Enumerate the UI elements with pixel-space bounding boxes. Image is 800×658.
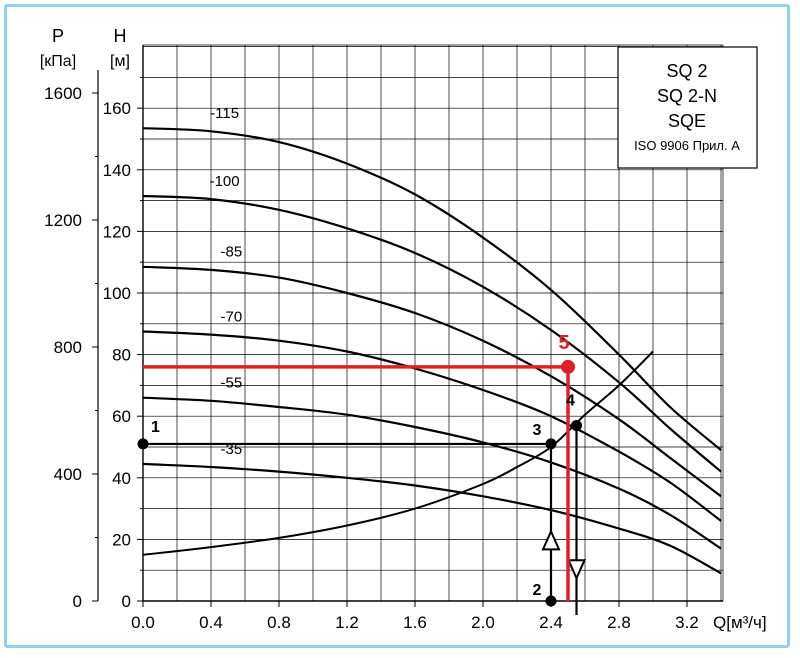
x-tick-label: 0.0	[131, 613, 155, 632]
legend-line-2: SQ 2-N	[657, 86, 717, 106]
pressure-tick-label: 800	[54, 338, 82, 357]
legend-note: ISO 9906 Прил. А	[634, 138, 740, 153]
point-4-label: 4	[566, 392, 575, 409]
grid	[97, 44, 724, 602]
pressure-tick-label: 400	[54, 465, 82, 484]
legend-line-1: SQ 2	[666, 61, 707, 81]
pump-curve-minus-70	[142, 330, 722, 522]
pressure-axis-unit: [кПа]	[40, 53, 76, 70]
point-2-marker	[545, 595, 557, 607]
point-1-marker	[137, 438, 149, 450]
x-tick-label: 2.4	[539, 613, 563, 632]
point-4-marker	[571, 419, 582, 431]
pump-curves: -115 -100 -85 -70 -55 -35	[142, 105, 722, 575]
x-tick-label: 2.8	[607, 613, 631, 632]
point-3-marker	[545, 438, 557, 450]
pump-curve-minus-115	[142, 127, 722, 451]
pressure-axis-title: P	[52, 26, 64, 46]
pump-curve-minus-55	[142, 396, 722, 550]
pump-curve-minus-35	[142, 462, 722, 575]
x-tick-label: 1.6	[403, 613, 427, 632]
point-3-label: 3	[533, 422, 542, 439]
point-5-marker	[561, 359, 575, 374]
legend-line-3: SQE	[668, 111, 706, 131]
y-tick-label: 160	[103, 99, 131, 118]
tick-labels: 0.0 0.4 0.8 1.2 1.6 2.0 2.4 2.8 3.20204060801001…	[44, 76, 699, 632]
pressure-tick-label: 1600	[44, 84, 82, 103]
up-arrow-icon	[541, 528, 561, 551]
x-tick-label: 0.4	[199, 613, 223, 632]
head-axis-unit: [м]	[110, 53, 130, 70]
marked-points: 1 2 3 4 5	[137, 332, 582, 607]
pump-curve-minus-100	[142, 194, 722, 473]
system-curve	[142, 350, 654, 556]
construction-lines	[143, 365, 587, 615]
legend-box	[617, 46, 758, 169]
pump-curve-minus-85	[142, 265, 722, 498]
pressure-tick-label: 1200	[44, 211, 82, 230]
y-tick-label: 0	[122, 592, 131, 611]
head-axis-title: H	[114, 26, 127, 46]
y-tick-label: 100	[103, 284, 131, 303]
point-1-label: 1	[151, 419, 160, 436]
x-axis-title: Q[м³/ч]	[713, 613, 767, 632]
x-tick-label: 0.8	[267, 613, 291, 632]
pressure-tick-label: 0	[73, 592, 82, 611]
curve-label: -70	[221, 308, 243, 325]
y-tick-label: 80	[112, 346, 131, 365]
y-tick-label: 60	[112, 407, 131, 426]
y-tick-label: 140	[103, 161, 131, 180]
curve-label: -100	[210, 173, 240, 190]
curve-label: -55	[221, 375, 243, 392]
x-tick-label: 1.2	[335, 613, 359, 632]
y-tick-label: 40	[112, 469, 131, 488]
y-tick-label: 120	[103, 222, 131, 241]
x-tick-label: 2.0	[471, 613, 495, 632]
point-2-label: 2	[533, 582, 542, 599]
x-tick-label: 3.2	[675, 613, 699, 632]
image-frame	[4, 4, 790, 648]
point-5-label: 5	[558, 332, 569, 354]
curve-label: -115	[210, 105, 239, 122]
curve-label: -85	[221, 244, 243, 261]
y-tick-label: 20	[112, 530, 131, 549]
curve-label: -35	[221, 441, 243, 458]
down-arrow-icon	[566, 559, 587, 581]
